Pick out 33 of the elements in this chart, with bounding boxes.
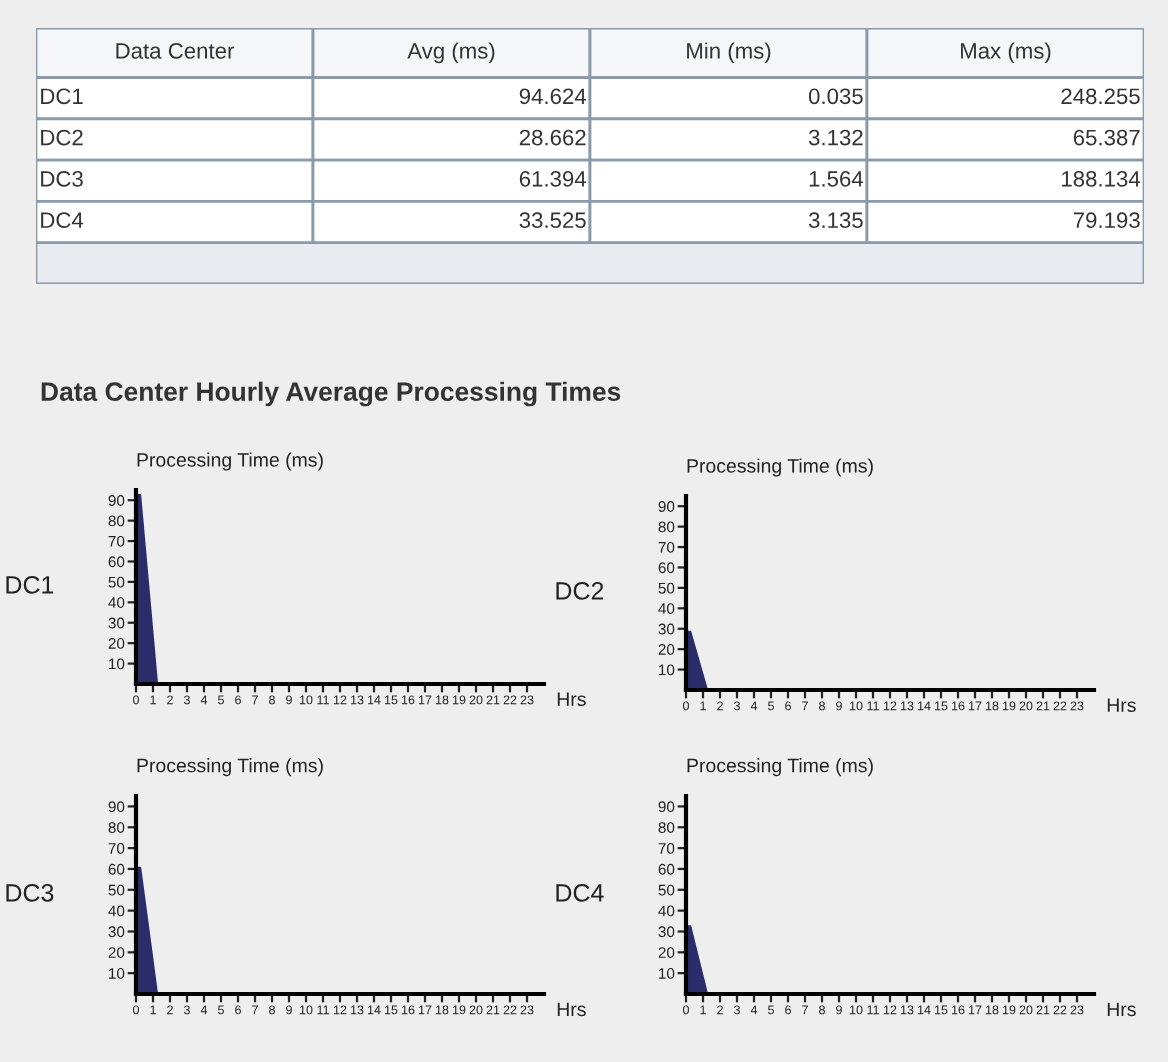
text: 1.564: [809, 171, 864, 187]
category-label: DC4: [41, 212, 84, 229]
text: DC3: [6, 884, 54, 902]
text: 3.132: [808, 129, 863, 146]
text: 28.662: [519, 129, 586, 146]
y-axis-title: Processing Time (ms): [137, 758, 323, 777]
category-label: Data Center: [116, 43, 235, 59]
y-axis-title: Processing Time (ms): [137, 452, 323, 471]
category-label: Min (ms): [687, 42, 771, 64]
y-axis-title: Processing Time (ms): [687, 458, 873, 477]
text: 188.134: [1062, 171, 1141, 187]
text: 33.525: [519, 212, 586, 229]
category-label: DC2: [41, 129, 83, 146]
y-axis-title: Processing Time (ms): [687, 758, 873, 777]
text: DC4: [556, 884, 604, 902]
category-label: Max (ms): [961, 42, 1051, 64]
text: 248.255: [1061, 88, 1140, 105]
text: DC1: [6, 576, 54, 594]
text: DC2: [556, 582, 604, 600]
text: 65.387: [1073, 129, 1140, 146]
text: 3.135: [808, 212, 863, 229]
text: Data Center Hourly Average Processing Times: [41, 381, 621, 407]
category-label: DC3: [41, 171, 83, 187]
x-axis-title: Hrs: [1107, 1002, 1136, 1017]
x-axis-title: Hrs: [1107, 698, 1136, 713]
category-label: Avg (ms): [407, 42, 495, 64]
category-label: DC1: [41, 88, 83, 105]
text: 61.394: [519, 171, 587, 187]
text: 0.035: [808, 88, 863, 105]
x-axis-title: Hrs: [557, 1002, 586, 1017]
x-axis-title: Hrs: [557, 692, 586, 707]
text: 79.193: [1073, 212, 1140, 229]
text: 94.624: [519, 88, 587, 105]
